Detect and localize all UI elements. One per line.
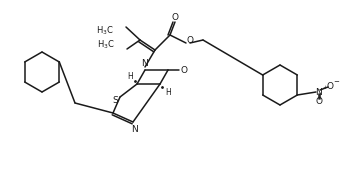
Text: O: O <box>315 96 322 105</box>
Text: H$_3$C: H$_3$C <box>96 25 114 37</box>
Text: N: N <box>142 58 148 68</box>
Text: −: − <box>333 79 339 85</box>
Text: H: H <box>165 87 171 96</box>
Text: N: N <box>315 87 322 96</box>
Text: O: O <box>180 66 187 75</box>
Text: +: + <box>322 84 328 89</box>
Text: H$_3$C: H$_3$C <box>97 39 115 51</box>
Text: O: O <box>171 12 178 21</box>
Text: O: O <box>186 35 193 44</box>
Text: N: N <box>132 125 138 134</box>
Text: S: S <box>112 96 118 105</box>
Text: O: O <box>327 82 334 91</box>
Text: H: H <box>127 71 133 80</box>
